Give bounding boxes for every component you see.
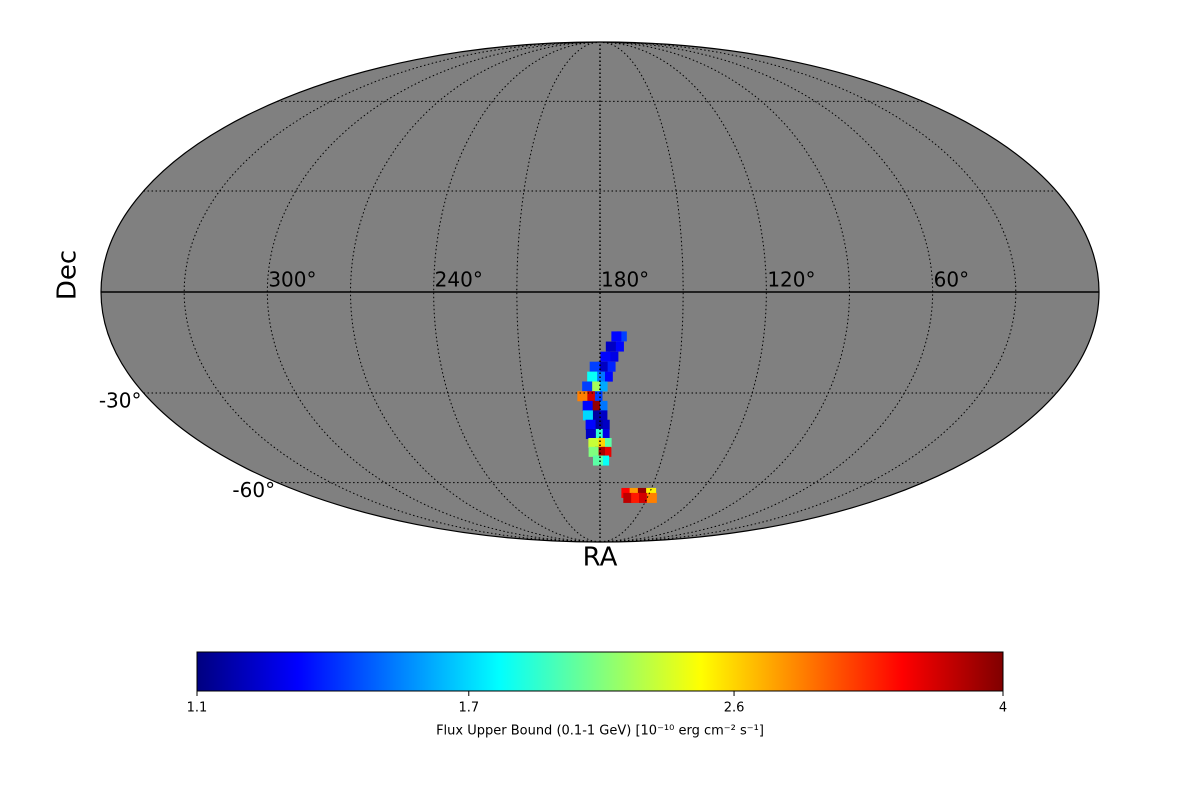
flux-cell xyxy=(599,428,610,439)
colorbar-tick-label: 1.1 xyxy=(187,701,208,716)
flux-cell xyxy=(623,492,634,503)
flux-cell xyxy=(597,400,608,411)
flux-cell xyxy=(597,410,608,421)
colorbar-tick-label: 2.6 xyxy=(724,701,745,716)
flux-cell xyxy=(646,492,657,503)
flux-cell xyxy=(584,391,595,402)
colorbar-tick-label: 4 xyxy=(999,701,1007,716)
dec-tick-label: -60° xyxy=(232,478,275,502)
flux-cell xyxy=(582,410,593,421)
flux-cell xyxy=(611,331,622,342)
flux-cell xyxy=(597,361,608,372)
flux-cell xyxy=(577,391,588,402)
flux-cell xyxy=(605,341,616,352)
meridian-grid-line xyxy=(183,41,601,543)
colorbar-tick-label: 1.7 xyxy=(458,701,479,716)
flux-cell xyxy=(589,381,600,392)
flux-cell xyxy=(590,410,601,421)
flux-cell xyxy=(590,400,601,411)
ra-tick-label: 60° xyxy=(934,268,969,292)
flux-cell xyxy=(601,438,612,449)
colorbar-label: Flux Upper Bound (0.1-1 GeV) [10⁻¹⁰ erg … xyxy=(436,724,764,739)
colorbar xyxy=(196,651,1004,692)
x-axis-label: RA xyxy=(583,543,618,573)
ra-tick-label: 240° xyxy=(435,268,483,292)
ra-tick-label: 120° xyxy=(767,268,815,292)
flux-cell xyxy=(585,419,596,430)
flux-cell xyxy=(585,428,596,439)
flux-cell xyxy=(631,492,642,503)
sky-outline xyxy=(100,41,1100,543)
ra-tick-label: 300° xyxy=(268,268,316,292)
flux-cell xyxy=(601,446,612,457)
flux-cell xyxy=(592,428,603,439)
flux-cell xyxy=(599,455,610,466)
flux-cell xyxy=(582,400,593,411)
flux-cell xyxy=(605,361,616,372)
dec-tick-label: -30° xyxy=(99,388,142,412)
flux-cell xyxy=(587,371,598,382)
flux-cell xyxy=(616,331,627,342)
flux-cell xyxy=(588,438,599,449)
flux-cell xyxy=(613,341,624,352)
meridian-grid-line xyxy=(599,41,767,543)
flux-cell xyxy=(588,446,599,457)
flux-cell xyxy=(589,361,600,372)
y-axis-label: Dec xyxy=(53,250,83,300)
flux-cell xyxy=(595,438,605,449)
meridian-grid-line xyxy=(433,41,601,543)
flux-cell xyxy=(597,381,608,392)
flux-cell xyxy=(592,391,603,402)
flux-cell xyxy=(595,446,605,457)
flux-cell xyxy=(602,371,613,382)
flux-cell xyxy=(608,351,619,362)
flux-cell xyxy=(582,381,593,392)
flux-cell xyxy=(599,419,610,430)
ra-tick-label: 180° xyxy=(601,268,649,292)
flux-cell xyxy=(592,419,603,430)
flux-cell xyxy=(592,455,603,466)
flux-cell xyxy=(600,351,611,362)
flux-cell xyxy=(639,492,650,503)
